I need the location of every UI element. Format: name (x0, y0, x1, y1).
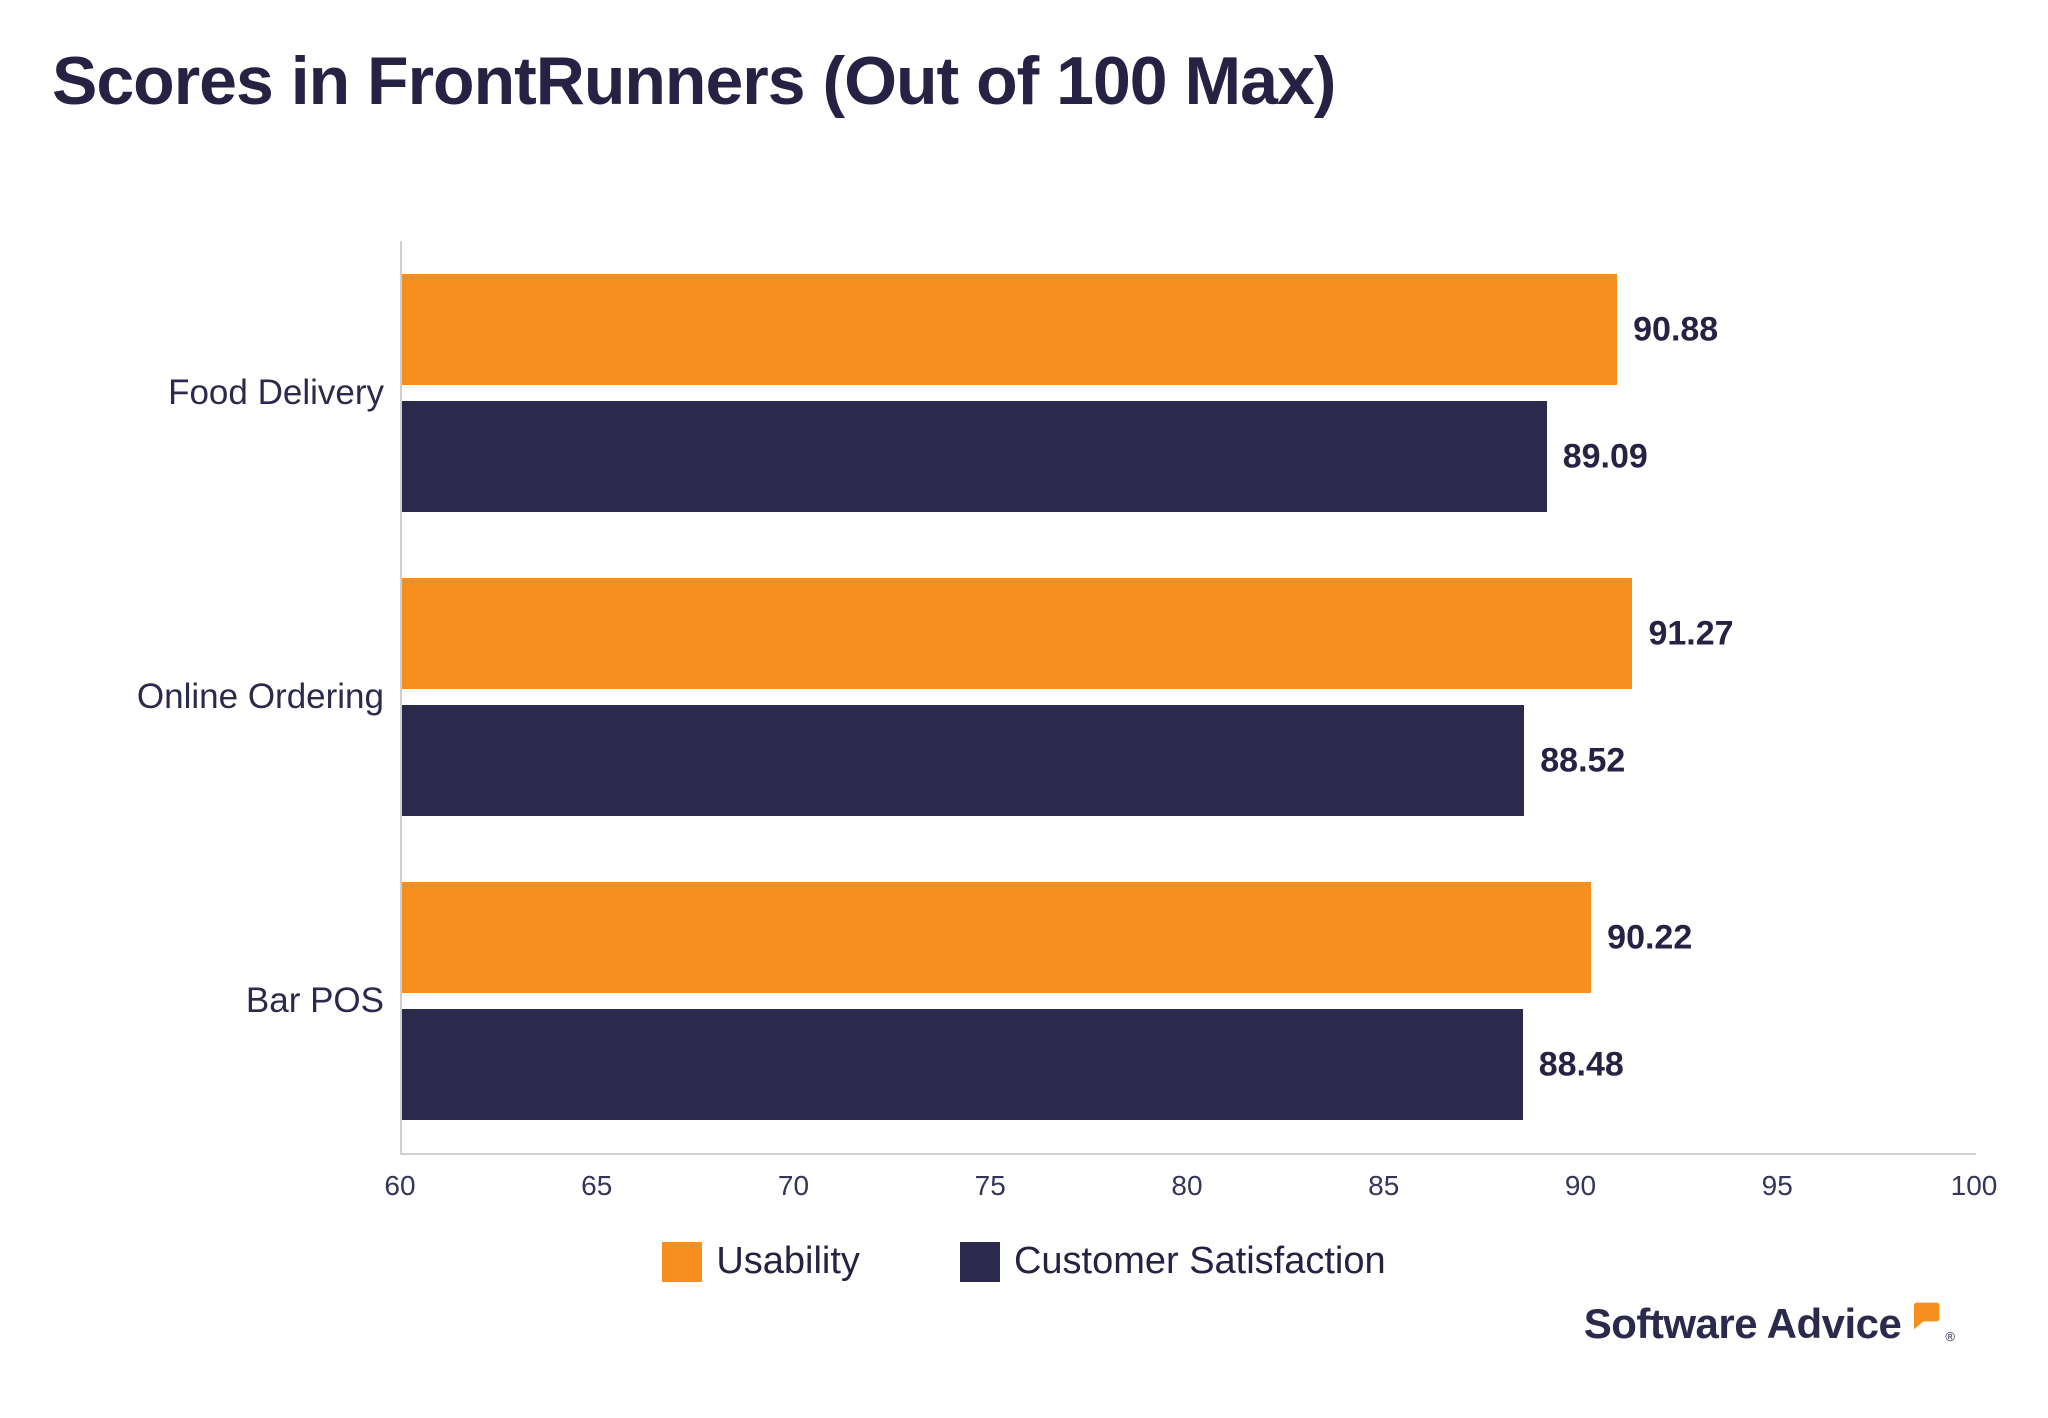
value-label: 89.09 (1562, 437, 1648, 475)
legend-item: Customer Satisfaction (959, 1240, 1386, 1283)
legend-swatch-usability (662, 1241, 703, 1282)
x-tick-label: 100 (1950, 1170, 1998, 1201)
value-label: 90.88 (1633, 310, 1719, 348)
legend: Usability Customer Satisfaction (0, 1240, 2048, 1283)
logo: Software Advice ® (1584, 1300, 1955, 1348)
category-label: Bar POS (245, 981, 384, 1020)
x-tick-label: 80 (1171, 1170, 1203, 1201)
legend-item: Usability (662, 1240, 860, 1283)
x-axis-ticks: 60 65 70 75 80 85 90 95 100 (384, 1170, 1997, 1210)
value-label: 88.52 (1540, 741, 1626, 779)
legend-swatch-customer-satisfaction (959, 1241, 1000, 1282)
x-tick-label: 85 (1368, 1170, 1400, 1201)
x-tick-label: 60 (384, 1170, 416, 1201)
value-label: 91.27 (1648, 614, 1734, 652)
value-label: 90.22 (1607, 918, 1693, 956)
legend-label: Usability (716, 1240, 860, 1282)
registered-mark: ® (1945, 1329, 1955, 1344)
bar-group: 91.27 88.52 (402, 545, 1976, 849)
x-tick-label: 70 (777, 1170, 810, 1201)
speech-bubble-icon (1909, 1300, 1943, 1337)
bar-group: 90.88 89.09 (402, 241, 1976, 545)
logo-text: Software Advice (1583, 1300, 1902, 1347)
bar-customer-satisfaction: 88.48 (402, 1009, 1624, 1120)
legend-label: Customer Satisfaction (1013, 1240, 1386, 1282)
value-label: 88.48 (1538, 1045, 1624, 1083)
chart-title: Scores in FrontRunners (Out of 100 Max) (52, 43, 1336, 119)
category-label: Food Delivery (168, 373, 384, 412)
bar-usability: 91.27 (402, 578, 1734, 689)
bar-customer-satisfaction: 89.09 (402, 401, 1648, 512)
x-tick-label: 95 (1761, 1170, 1793, 1201)
bar-customer-satisfaction: 88.52 (402, 705, 1625, 816)
bar-usability: 90.88 (402, 274, 1718, 385)
bar-group: 90.22 88.48 (402, 849, 1976, 1153)
x-tick-label: 75 (974, 1170, 1006, 1201)
category-axis: Food Delivery Online Ordering Bar POS (0, 241, 384, 1153)
plot-area: 90.88 89.09 91.27 88.52 90.22 88.48 (400, 241, 1976, 1155)
x-tick-label: 65 (581, 1170, 613, 1201)
category-label: Online Ordering (136, 677, 384, 716)
x-tick-label: 90 (1564, 1170, 1597, 1201)
bar-usability: 90.22 (402, 882, 1692, 993)
